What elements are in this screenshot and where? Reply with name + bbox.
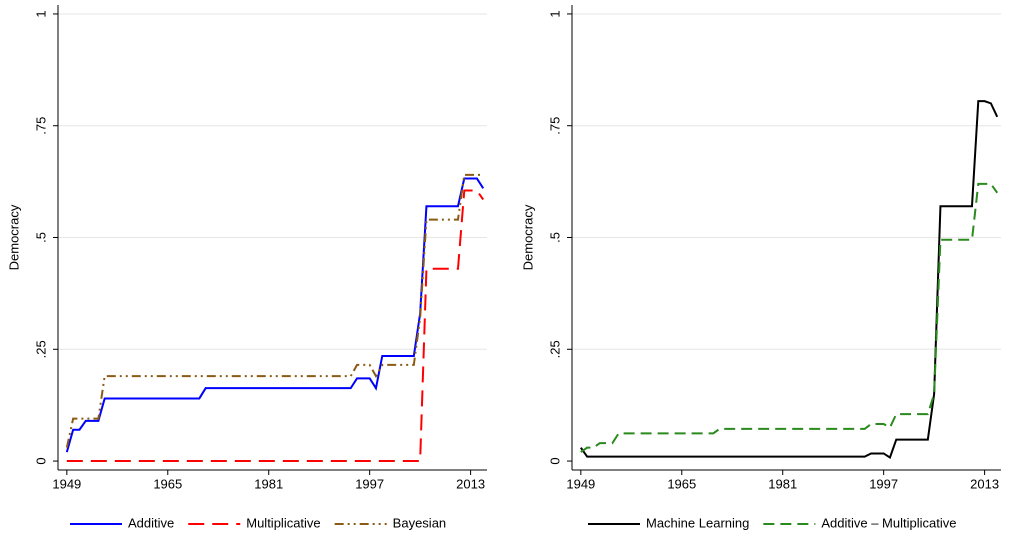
legend-label: Additive	[128, 515, 174, 530]
series-line	[65, 177, 485, 453]
y-tick-label: 1	[547, 10, 562, 17]
x-tick-label: 2013	[970, 476, 999, 491]
y-axis-title: Democracy	[520, 204, 535, 270]
y-tick-label: .5	[547, 232, 562, 243]
y-tick-label: 1	[33, 10, 48, 17]
y-tick-label: .25	[33, 340, 48, 358]
legend-label: Machine Learning	[646, 515, 749, 530]
x-tick-label: 1997	[869, 476, 898, 491]
y-tick-label: .25	[547, 340, 562, 358]
y-tick-label: .75	[33, 117, 48, 135]
series-line	[580, 100, 999, 460]
series-line	[580, 182, 999, 453]
series-line	[66, 189, 485, 463]
x-tick-label: 1949	[566, 476, 595, 491]
y-tick-label: .75	[547, 117, 562, 135]
x-tick-label: 1965	[667, 476, 696, 491]
x-tick-label: 1997	[355, 476, 384, 491]
x-tick-label: 1981	[254, 476, 283, 491]
x-tick-label: 1965	[153, 476, 182, 491]
y-axis-title: Democracy	[6, 204, 21, 270]
x-tick-label: 1981	[768, 476, 797, 491]
series-line	[65, 173, 484, 448]
legend-label: Additive – Multiplicative	[821, 515, 956, 530]
x-tick-label: 1949	[52, 476, 81, 491]
legend-label: Multiplicative	[246, 515, 320, 530]
y-tick-label: 0	[33, 457, 48, 464]
y-tick-label: .5	[33, 232, 48, 243]
legend-label: Bayesian	[393, 515, 446, 530]
y-tick-label: 0	[547, 457, 562, 464]
x-tick-label: 2013	[456, 476, 485, 491]
